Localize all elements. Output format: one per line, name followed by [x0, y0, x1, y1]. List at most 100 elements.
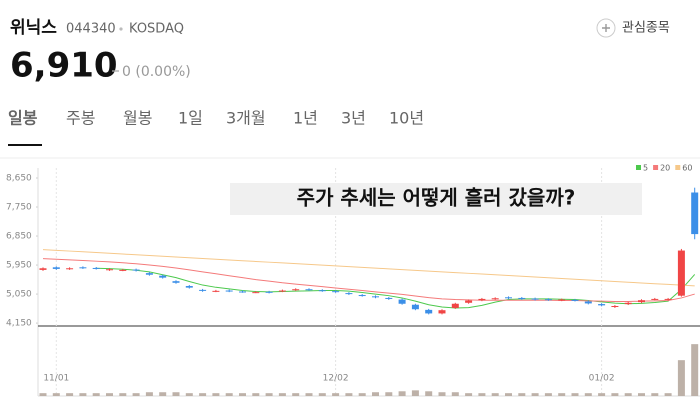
- candle-body: [119, 269, 127, 271]
- volume-bar: [332, 393, 340, 396]
- moving-average-line: [96, 267, 696, 309]
- candle-body: [584, 301, 592, 304]
- candle-body: [425, 309, 433, 314]
- candle-body: [39, 268, 47, 270]
- volume-bar: [172, 392, 180, 396]
- volume-bar: [638, 393, 645, 396]
- candle-body: [611, 306, 619, 308]
- candle-body: [318, 290, 326, 292]
- y-tick-label: 6,850: [6, 232, 32, 242]
- y-tick-label: 5,950: [6, 261, 32, 271]
- volume-bar: [385, 392, 393, 396]
- volume-bar: [677, 360, 685, 396]
- volume-bar: [558, 393, 566, 396]
- tab[interactable]: 주봉: [66, 109, 95, 128]
- legend-swatch: [675, 165, 681, 170]
- volume-bar: [544, 393, 552, 396]
- candle-body: [372, 296, 379, 298]
- tab-underline: [8, 144, 42, 146]
- moving-average-line: [42, 258, 695, 302]
- tab[interactable]: 1년: [293, 109, 318, 128]
- candle-body: [132, 269, 140, 271]
- volume-bar: [119, 393, 127, 396]
- stock-code: 044340: [66, 22, 116, 37]
- plus-sign: [602, 24, 610, 32]
- tab[interactable]: 1일: [178, 109, 203, 128]
- volume-bar: [664, 393, 672, 396]
- candle-body: [239, 291, 246, 293]
- candle-body: [651, 298, 659, 300]
- volume-bar: [318, 393, 326, 396]
- candle-body: [544, 299, 552, 301]
- y-tick-label: 5,050: [6, 290, 32, 300]
- legend-label: 5: [643, 164, 648, 173]
- candle-body: [478, 298, 486, 301]
- volume-bar: [372, 392, 379, 396]
- candle-body: [518, 297, 526, 299]
- candle-body: [571, 299, 579, 301]
- x-tick-label: 01/02: [589, 374, 615, 384]
- candle-body: [292, 289, 300, 291]
- candle-body: [505, 297, 512, 299]
- volume-bar: [265, 393, 273, 396]
- volume-bar: [345, 393, 353, 396]
- y-tick-label: 4,150: [6, 319, 32, 329]
- candle-body: [199, 289, 207, 291]
- volume-bar: [491, 393, 499, 396]
- y-tick-label: 7,750: [6, 203, 32, 213]
- watchlist-button[interactable]: 관심종목: [596, 18, 670, 38]
- candle-body: [185, 286, 193, 288]
- volume-bar: [691, 344, 699, 396]
- volume-bar: [132, 393, 140, 396]
- volume-bar: [185, 393, 193, 396]
- volume-bar: [584, 393, 592, 396]
- volume-bar: [411, 390, 419, 396]
- candle-body: [465, 300, 473, 303]
- plus-icon: [596, 18, 616, 38]
- x-tick-label: 11/01: [43, 374, 69, 384]
- volume-bar: [651, 393, 659, 396]
- volume-bar: [478, 393, 486, 396]
- stock-name: 위닉스: [10, 18, 57, 38]
- volume-bar: [438, 392, 446, 396]
- annotation: 주가 추세는 어떻게 흘러 갔을까?: [297, 186, 576, 210]
- candle-body: [66, 268, 74, 270]
- candle-body: [358, 295, 366, 297]
- separator: [119, 27, 123, 31]
- candle-body: [624, 302, 632, 305]
- candle-body: [558, 299, 566, 301]
- volume-bar: [52, 393, 60, 396]
- volume-bar: [624, 393, 632, 396]
- volume-bar: [79, 393, 87, 396]
- tab[interactable]: 월봉: [123, 109, 152, 128]
- candle-body: [265, 291, 273, 293]
- volume-bar: [239, 393, 246, 396]
- price: 6,910: [10, 46, 118, 86]
- volume-bar: [571, 393, 579, 396]
- candle-body: [691, 192, 699, 235]
- tab[interactable]: 3년: [341, 109, 366, 128]
- volume-bar: [145, 392, 153, 396]
- volume-bar: [598, 393, 606, 396]
- x-tick-label: 12/02: [323, 374, 349, 384]
- legend-label: 20: [660, 164, 670, 173]
- annotation-box: [230, 183, 642, 215]
- market: KOSDAQ: [129, 22, 184, 37]
- legend-swatch: [636, 165, 641, 170]
- volume-bar: [518, 393, 526, 396]
- volume-bar: [531, 393, 539, 396]
- candle-body: [664, 298, 672, 300]
- candle-body: [278, 290, 286, 292]
- candle-body: [531, 298, 539, 300]
- volume-bar: [39, 393, 47, 396]
- volume-bar: [358, 393, 366, 396]
- candle-body: [212, 290, 220, 292]
- candle-body: [92, 267, 100, 269]
- candle-body: [305, 289, 313, 291]
- candle-body: [79, 267, 87, 269]
- tab[interactable]: 3개월: [226, 109, 266, 128]
- tab[interactable]: 10년: [389, 109, 424, 128]
- volume-bar: [106, 393, 113, 396]
- tab[interactable]: 일봉: [8, 109, 38, 128]
